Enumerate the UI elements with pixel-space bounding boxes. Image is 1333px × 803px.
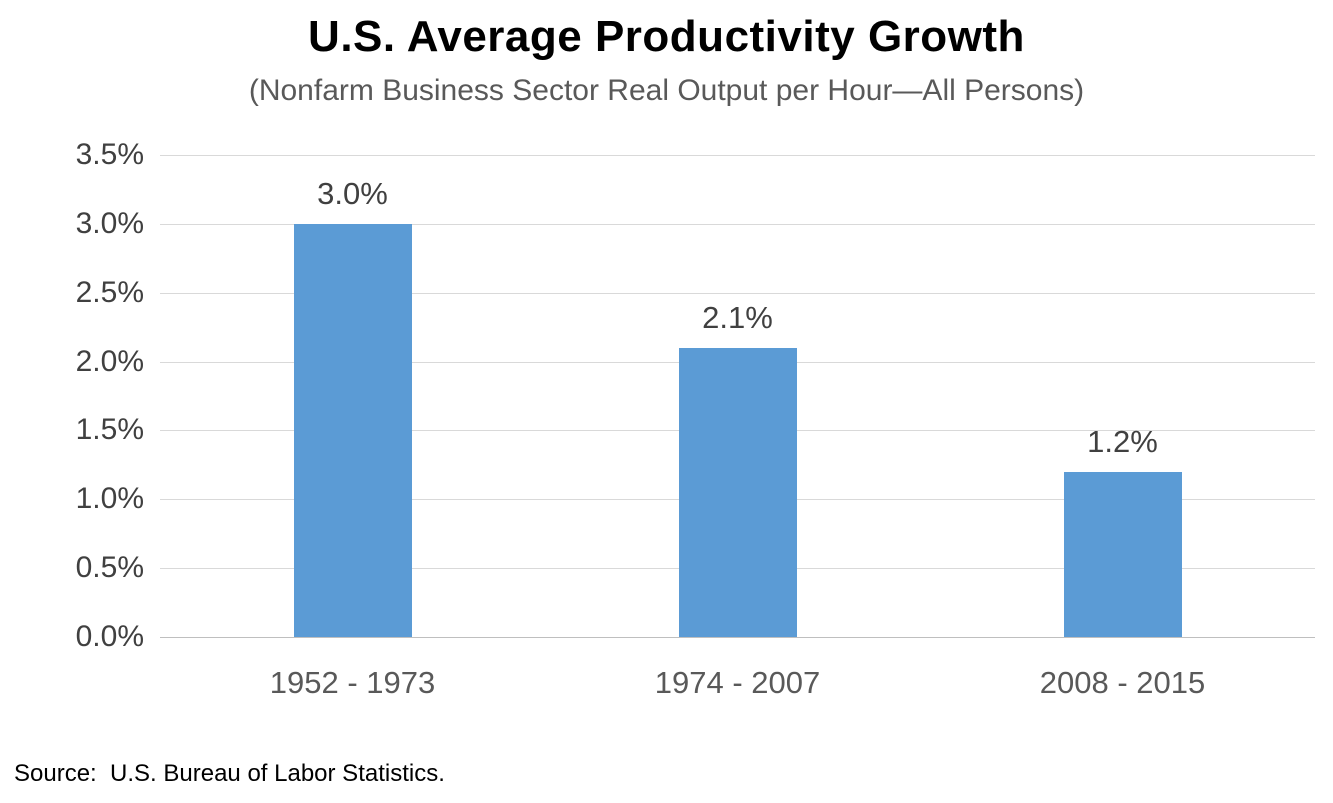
x-category-label: 1952 - 1973 [269,665,436,700]
bar-2008-2015 [1063,471,1182,637]
plot-area: 0.0% 0.5% 1.0% 1.5% 2.0% 2.5% 3.0% 3.5% 3.0% 1952… [76,138,1315,700]
x-axis-line [160,637,1315,638]
y-tick-label: 1.5% [75,413,144,447]
x-category-label: 1974 - 2007 [654,665,821,700]
gridline [160,292,1315,294]
y-tick-label: 0.5% [75,551,144,585]
y-tick-label: 0.0% [75,620,144,653]
x-category-label: 2008 - 2015 [1039,665,1206,700]
bar-value-label: 1.2% [1087,423,1158,459]
y-tick-label: 1.0% [75,482,144,516]
y-tick-label: 3.0% [75,206,144,240]
y-tick-label: 2.5% [75,275,144,309]
gridline [160,223,1315,225]
bar-value-label: 2.1% [702,299,773,335]
bar-1952-1973 [293,223,412,637]
bar-value-label: 3.0% [317,175,388,211]
chart-title: U.S. Average Productivity Growth [308,12,1025,61]
gridline [160,155,1315,156]
y-tick-label: 2.0% [75,344,144,378]
y-tick-label: 3.5% [75,138,144,171]
source-note: Source: U.S. Bureau of Labor Statistics. [14,760,445,787]
chart-subtitle: (Nonfarm Business Sector Real Output per… [248,74,1085,107]
bar-1974-2007 [678,347,797,637]
